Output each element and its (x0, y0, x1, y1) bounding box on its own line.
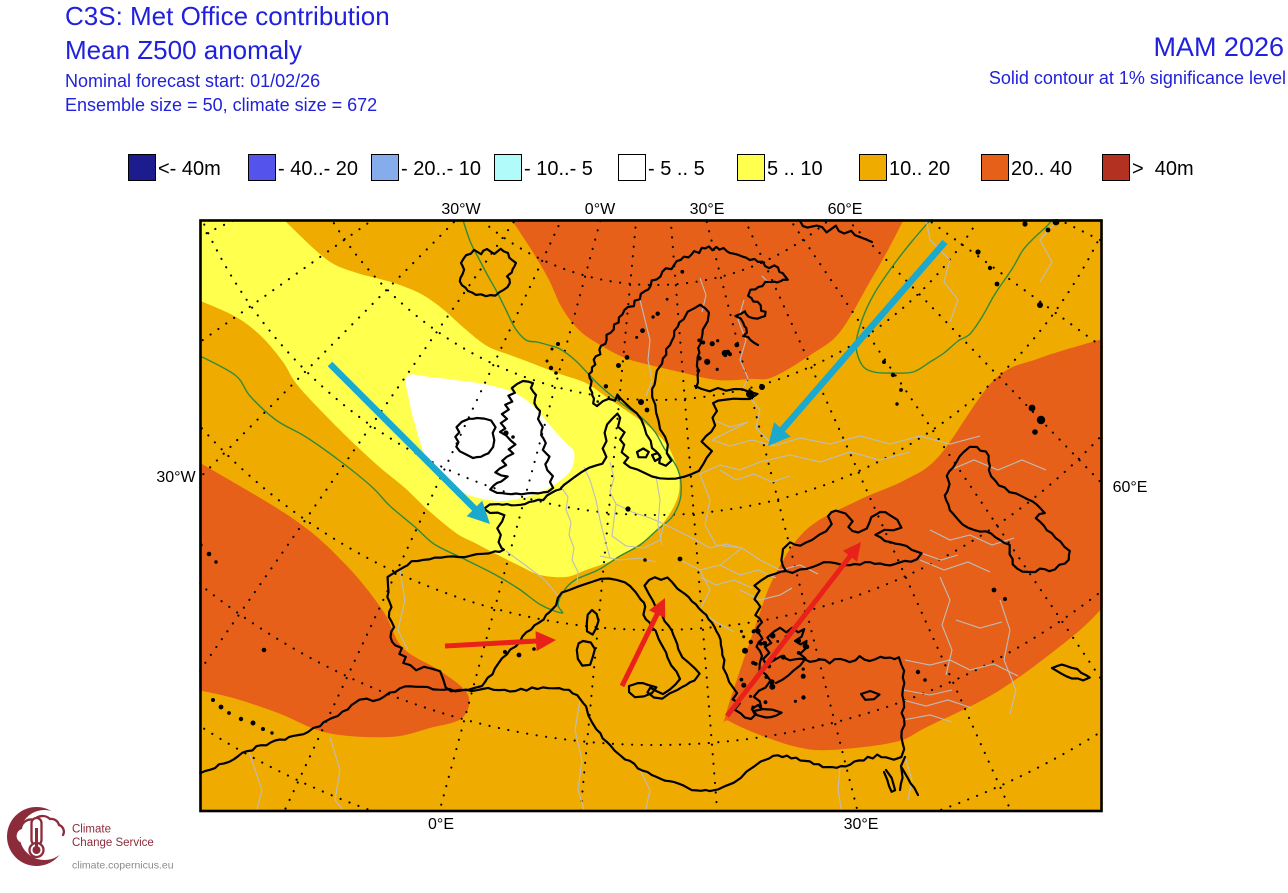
svg-text:climate.copernicus.eu: climate.copernicus.eu (72, 860, 174, 872)
svg-text:Change Service: Change Service (72, 837, 154, 849)
svg-text:Climate: Climate (72, 824, 111, 836)
